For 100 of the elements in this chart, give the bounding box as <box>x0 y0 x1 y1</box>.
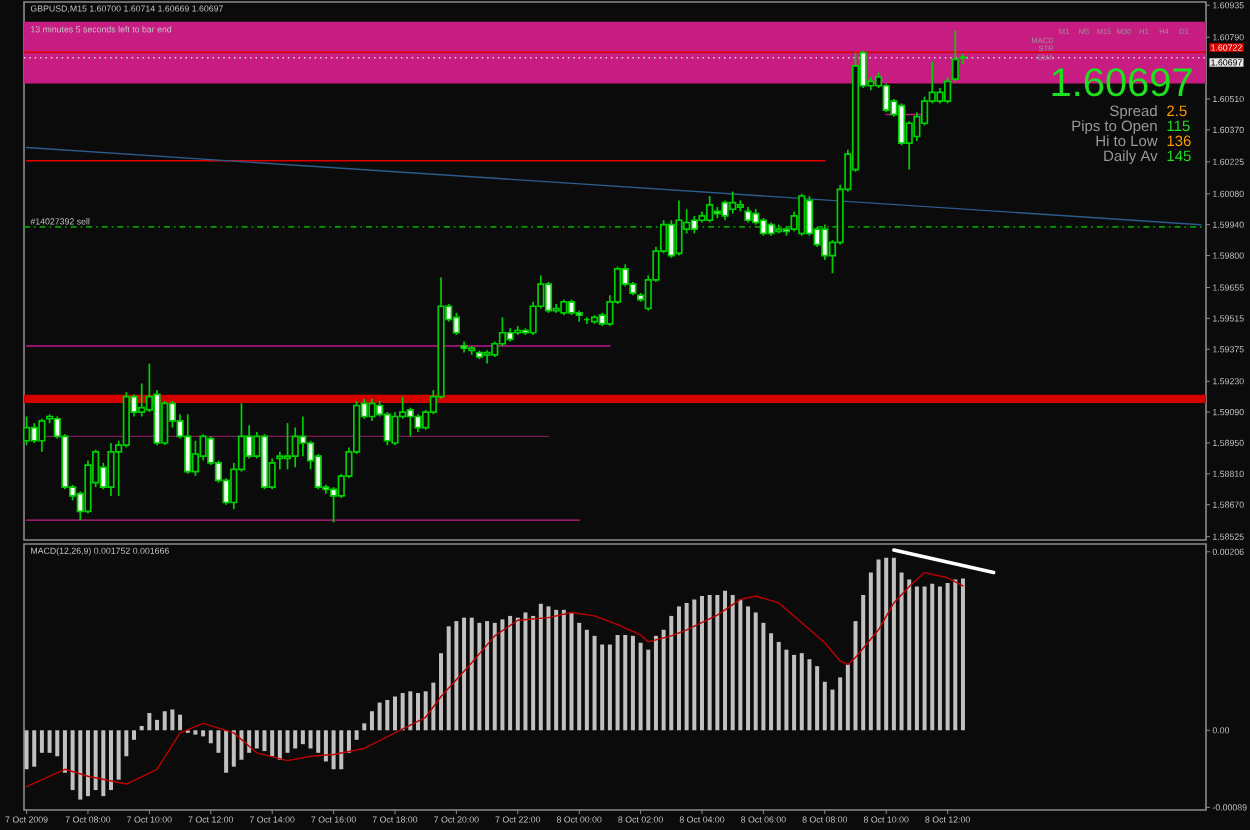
bar <box>155 719 160 731</box>
bar <box>546 606 551 731</box>
bar <box>423 691 428 731</box>
bar <box>224 730 229 773</box>
bar <box>55 730 60 757</box>
bar <box>293 730 298 749</box>
bar <box>85 730 90 797</box>
bar <box>316 730 321 753</box>
bar <box>607 644 612 731</box>
bar <box>439 653 444 731</box>
bar <box>730 595 735 731</box>
bar <box>753 612 758 731</box>
bar <box>247 730 252 753</box>
bar <box>24 730 29 770</box>
bar <box>523 612 528 731</box>
bar <box>32 730 37 767</box>
bar <box>653 635 658 731</box>
line-series <box>25 571 964 788</box>
candlestick <box>506 327 514 343</box>
bar <box>508 615 513 731</box>
bar <box>592 635 597 731</box>
bar <box>262 730 267 752</box>
bar <box>201 730 206 737</box>
bar <box>876 559 881 731</box>
bar <box>446 626 451 731</box>
bar <box>477 622 482 731</box>
bar <box>47 730 52 753</box>
bar <box>884 557 889 731</box>
bar <box>868 572 873 731</box>
bar <box>162 711 167 731</box>
bar <box>285 730 290 753</box>
bar <box>945 582 950 731</box>
bar <box>515 617 520 731</box>
bar <box>676 606 681 731</box>
bar <box>899 572 904 731</box>
bar <box>369 711 374 731</box>
bar <box>308 730 313 749</box>
bar <box>699 595 704 731</box>
bar <box>707 595 712 731</box>
bar <box>62 730 67 773</box>
bar <box>960 578 965 731</box>
candlestick <box>729 190 737 215</box>
bar <box>454 621 459 731</box>
bar <box>462 617 467 731</box>
bar <box>669 615 674 731</box>
bar <box>684 602 689 731</box>
bar <box>715 595 720 731</box>
bar <box>132 730 137 740</box>
bar <box>930 583 935 731</box>
bar <box>615 634 620 731</box>
bar <box>776 641 781 731</box>
bar <box>723 590 728 731</box>
bar <box>554 609 559 731</box>
bar <box>845 664 850 731</box>
bar <box>116 730 121 780</box>
bar <box>485 621 490 731</box>
candlestick <box>184 413 192 475</box>
bar <box>500 619 505 731</box>
candlestick <box>483 349 491 365</box>
bar <box>362 723 367 731</box>
bar <box>531 615 536 731</box>
bar <box>569 612 574 731</box>
bar <box>377 702 382 731</box>
candlestick <box>138 382 146 418</box>
bar <box>431 682 436 731</box>
bar <box>600 644 605 731</box>
bar <box>385 699 390 731</box>
bar <box>623 634 628 731</box>
bar <box>101 730 106 797</box>
bar <box>907 579 912 731</box>
candlestick <box>667 219 675 259</box>
bar <box>178 714 183 731</box>
bar <box>323 730 328 762</box>
bar <box>39 730 44 753</box>
candlestick <box>675 199 683 257</box>
bar <box>830 689 835 731</box>
bar <box>392 696 397 731</box>
candlestick <box>291 426 299 469</box>
bar <box>738 599 743 731</box>
bar <box>807 659 812 731</box>
bar <box>469 617 474 731</box>
bar <box>914 586 919 731</box>
bar <box>231 730 236 767</box>
candlestick <box>299 415 307 458</box>
bar <box>400 693 405 731</box>
bar <box>408 691 413 731</box>
bar <box>638 642 643 731</box>
bar <box>270 730 275 757</box>
bar <box>646 649 651 731</box>
bar <box>346 730 351 753</box>
bar <box>937 586 942 731</box>
candlestick <box>414 413 422 433</box>
bar <box>692 599 697 731</box>
bar <box>354 730 359 740</box>
bar <box>815 666 820 731</box>
bar <box>769 633 774 731</box>
bar <box>838 677 843 731</box>
candlestick <box>107 442 115 497</box>
bar <box>147 712 152 731</box>
bar <box>792 654 797 731</box>
